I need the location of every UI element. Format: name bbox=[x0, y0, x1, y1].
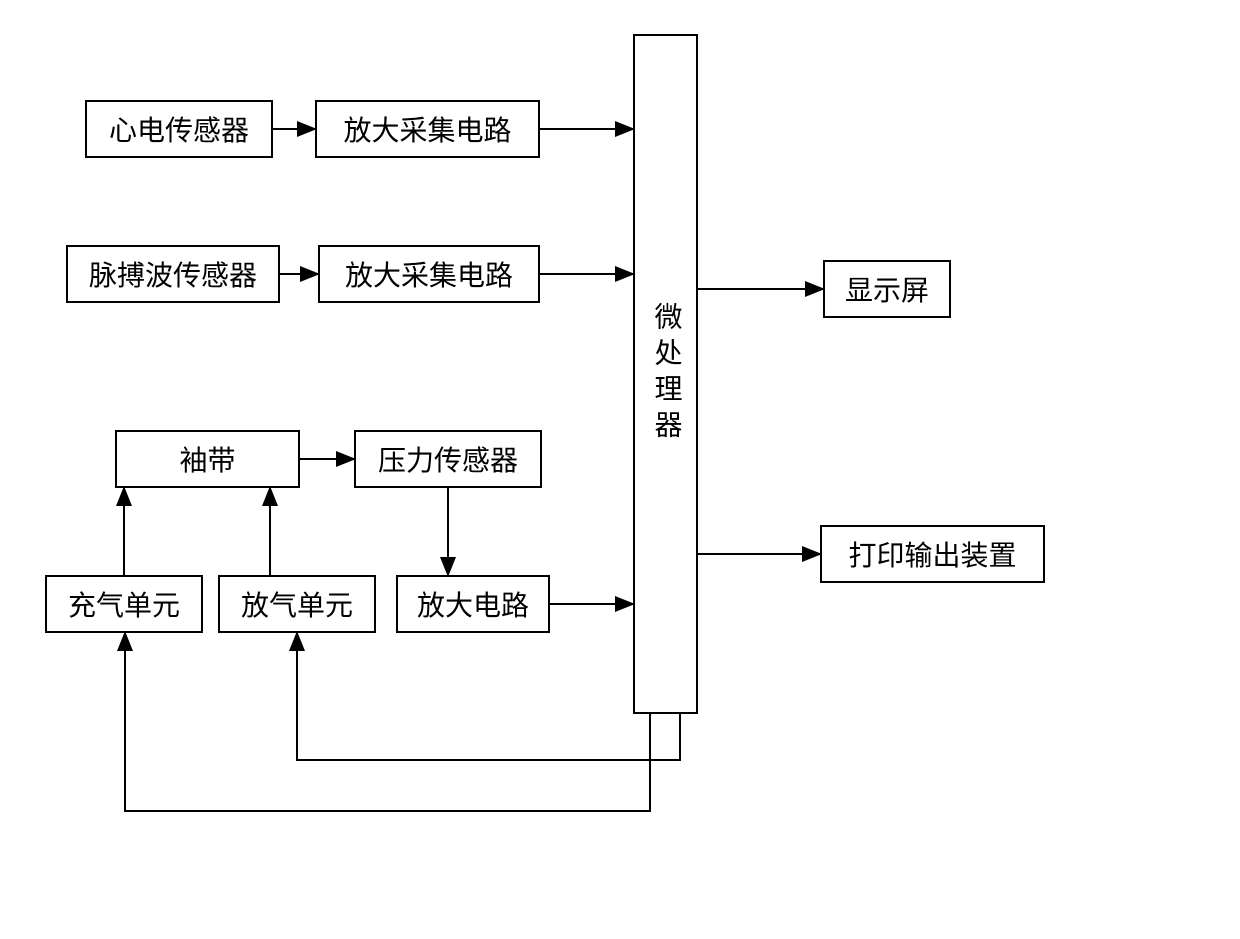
node-label: 充气单元 bbox=[68, 584, 180, 624]
node-label: 脉搏波传感器 bbox=[89, 254, 257, 294]
node-ecg-sensor: 心电传感器 bbox=[85, 100, 273, 158]
node-microprocessor: 微处理器 bbox=[633, 34, 698, 714]
node-label: 袖带 bbox=[179, 439, 235, 479]
edge-arrow bbox=[297, 633, 680, 760]
node-label: 压力传感器 bbox=[378, 439, 518, 479]
node-label: 放大采集电路 bbox=[343, 109, 511, 149]
node-label: 心电传感器 bbox=[109, 109, 249, 149]
node-label: 打印输出装置 bbox=[848, 534, 1016, 574]
node-amp-circuit-1: 放大采集电路 bbox=[315, 100, 540, 158]
node-deflation-unit: 放气单元 bbox=[218, 575, 376, 633]
block-diagram: 心电传感器 放大采集电路 脉搏波传感器 放大采集电路 袖带 压力传感器 放大电路… bbox=[0, 0, 1240, 939]
edge-arrow bbox=[125, 633, 650, 811]
node-label: 显示屏 bbox=[845, 269, 929, 309]
node-amp-circuit-3: 放大电路 bbox=[396, 575, 550, 633]
node-cuff: 袖带 bbox=[115, 430, 300, 488]
node-label: 放气单元 bbox=[241, 584, 353, 624]
node-display: 显示屏 bbox=[823, 260, 951, 318]
node-label: 放大采集电路 bbox=[345, 254, 513, 294]
node-printer: 打印输出装置 bbox=[820, 525, 1045, 583]
node-pulse-sensor: 脉搏波传感器 bbox=[66, 245, 280, 303]
node-inflation-unit: 充气单元 bbox=[45, 575, 203, 633]
node-amp-circuit-2: 放大采集电路 bbox=[318, 245, 540, 303]
node-label: 放大电路 bbox=[417, 584, 529, 624]
node-pressure-sensor: 压力传感器 bbox=[354, 430, 542, 488]
node-label: 微处理器 bbox=[646, 302, 686, 446]
